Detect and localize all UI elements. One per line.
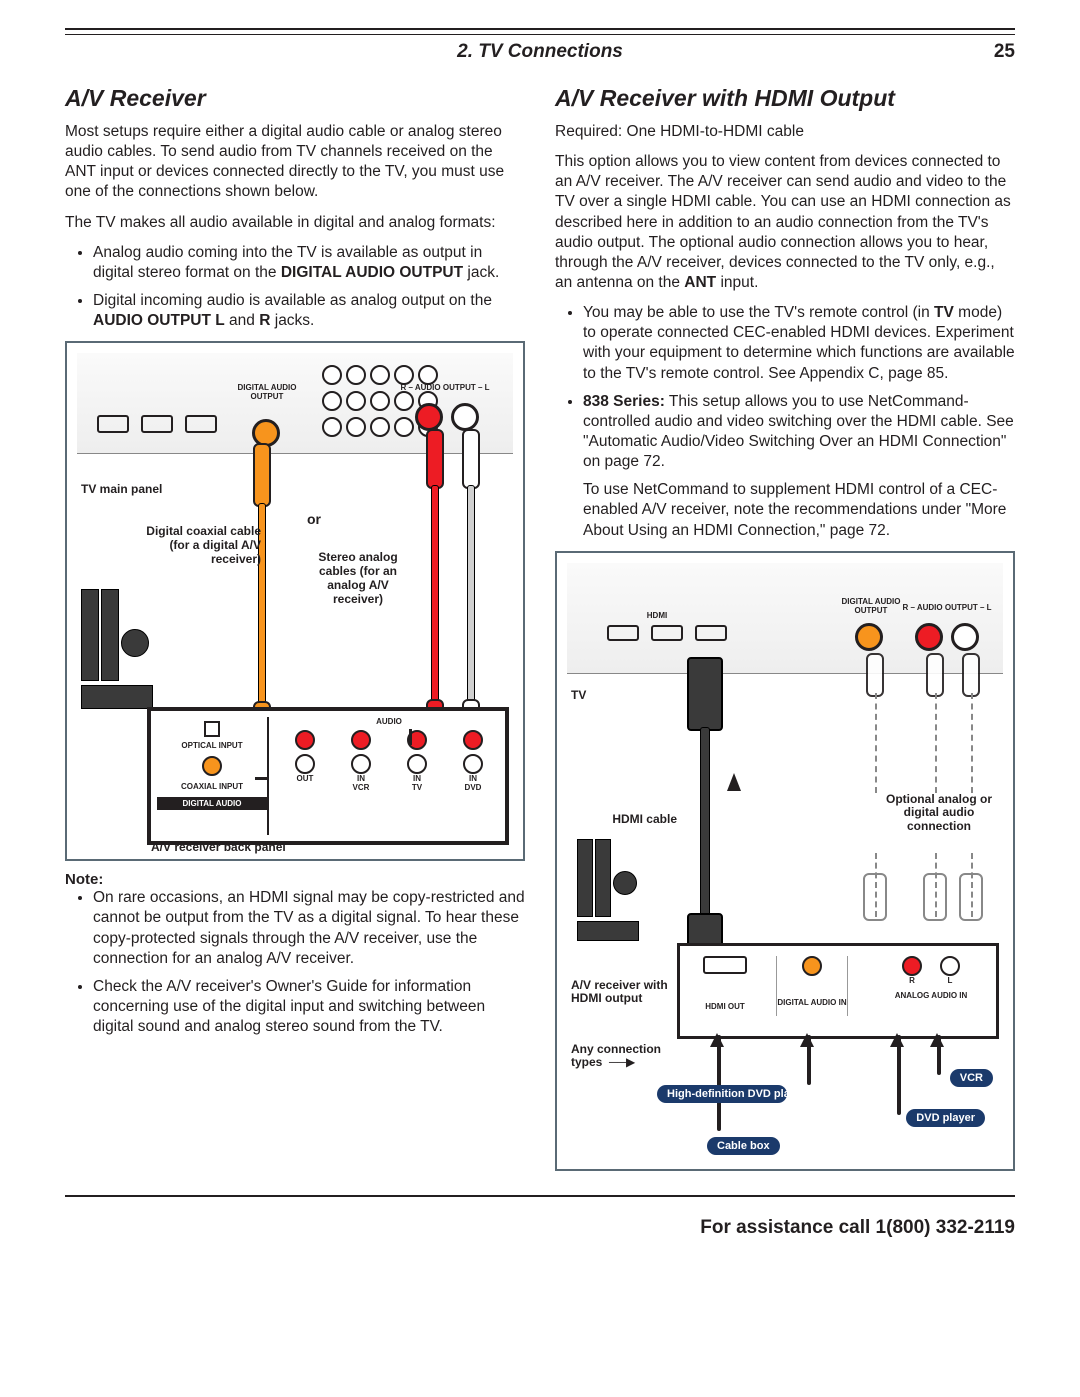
hdmi-cable-label: HDMI cable xyxy=(597,813,677,827)
or-label: or xyxy=(307,511,321,527)
note-label: Note: xyxy=(65,871,525,888)
left-intro: Most setups require either a digital aud… xyxy=(65,122,525,203)
required-line: Required: One HDMI-to-HDMI cable xyxy=(555,122,1015,142)
dvd-pill: DVD player xyxy=(906,1109,985,1127)
speakers-illustration xyxy=(81,589,151,709)
left-bullet-analog: Analog audio coming into the TV is avail… xyxy=(93,243,525,283)
page-number: 25 xyxy=(975,41,1015,63)
vcr-pill: VCR xyxy=(950,1069,993,1087)
av-receiver-hdmi-diagram: HDMI DIGITAL AUDIO OUTPUT R – AUDIO OUTP… xyxy=(555,551,1015,1171)
any-conn-label: Any connection types ──▶ xyxy=(571,1043,681,1071)
right-column: A/V Receiver with HDMI Output Required: … xyxy=(555,85,1015,1181)
receiver-back-panel: OPTICAL INPUT COAXIAL INPUT DIGITAL AUDI… xyxy=(147,707,509,845)
note-1: On rare occasions, an HDMI signal may be… xyxy=(93,888,525,969)
header-rule xyxy=(65,28,1015,35)
left-bullet-digital: Digital incoming audio is available as a… xyxy=(93,291,525,331)
tv-main-panel-label: TV main panel xyxy=(81,483,162,497)
right-bullet-838: 838 Series: This setup allows you to use… xyxy=(583,392,1015,541)
avr-hdmi-label: A/V receiver with HDMI output xyxy=(571,979,681,1007)
right-intro: This option allows you to view content f… xyxy=(555,152,1015,293)
av-receiver-title: A/V Receiver xyxy=(65,85,525,112)
note-2: Check the A/V receiver's Owner's Guide f… xyxy=(93,977,525,1037)
right-bullet-remote: You may be able to use the TV's remote c… xyxy=(583,303,1015,384)
av-receiver-hdmi-title: A/V Receiver with HDMI Output xyxy=(555,85,1015,112)
left-formats-intro: The TV makes all audio available in digi… xyxy=(65,213,525,233)
header-section: 2. TV Connections xyxy=(105,41,975,63)
hd-dvd-pill: High-definition DVD player xyxy=(657,1085,787,1103)
optional-audio-label: Optional analog or digital audio connect… xyxy=(879,793,999,834)
footer-assistance: For assistance call 1(800) 332-2119 xyxy=(65,1217,1015,1239)
cable-box-pill: Cable box xyxy=(707,1137,780,1155)
page-header: 2. TV Connections 25 xyxy=(65,41,1015,63)
av-receiver-diagram: DIGITAL AUDIO OUTPUT R – AUDIO OUTPUT – … xyxy=(65,341,525,861)
stereo-label: Stereo analog cables (for an analog A/V … xyxy=(303,551,413,606)
receiver-hdmi-panel: HDMI OUT DIGITAL AUDIO IN R xyxy=(677,943,999,1039)
speakers-illustration-2 xyxy=(577,839,647,959)
tv-label: TV xyxy=(571,689,586,703)
avr-back-label: A/V receiver back panel xyxy=(151,841,286,855)
digital-coax-label: Digital coaxial cable (for a digital A/V… xyxy=(141,525,261,566)
left-column: A/V Receiver Most setups require either … xyxy=(65,85,525,1181)
